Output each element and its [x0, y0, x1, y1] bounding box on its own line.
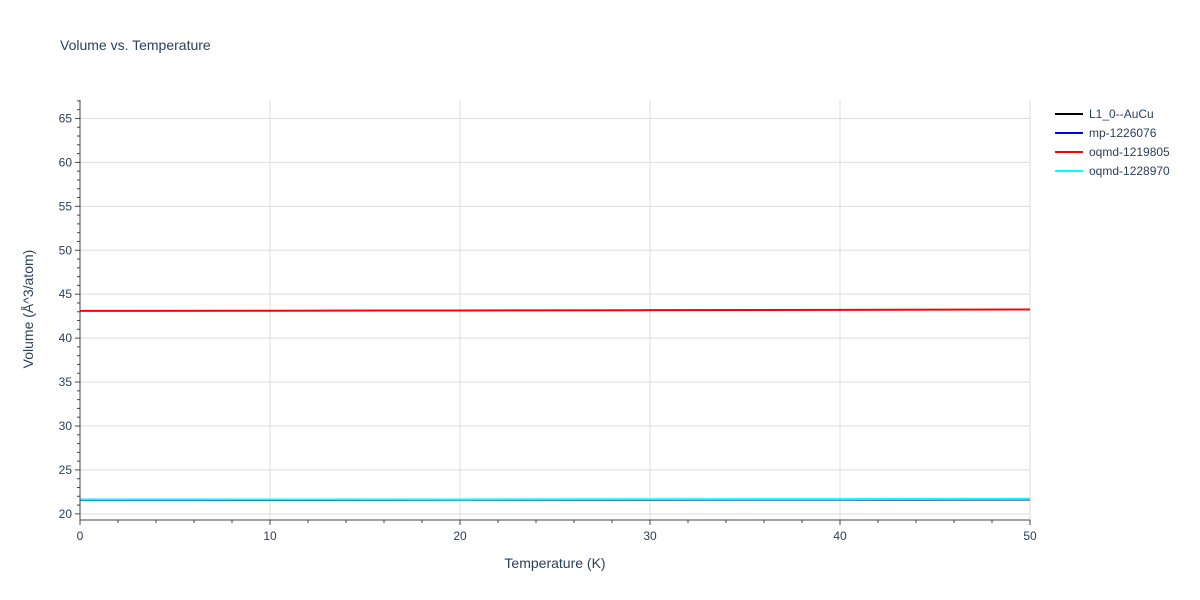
series-lines [79, 308, 1031, 501]
legend-label: mp-1226076 [1089, 126, 1157, 140]
x-tick-label: 10 [263, 529, 277, 543]
y-tick-label: 65 [59, 111, 73, 125]
axes: 20 25 30 35 40 45 50 55 60 65 0 10 20 30 40 50 [59, 100, 1037, 543]
legend-label: oqmd-1219805 [1089, 145, 1170, 159]
x-tick-label: 0 [77, 529, 84, 543]
y-tick-label: 40 [59, 331, 73, 345]
legend-label: oqmd-1228970 [1089, 164, 1170, 178]
y-tick-label: 50 [59, 243, 73, 257]
x-tick-label: 50 [1023, 529, 1037, 543]
legend-item[interactable]: oqmd-1228970 [1055, 164, 1170, 178]
chart-title: Volume vs. Temperature [60, 37, 211, 53]
y-tick-label: 20 [59, 507, 73, 521]
y-tick-label: 30 [59, 419, 73, 433]
x-tick-label: 40 [833, 529, 847, 543]
legend-item[interactable]: mp-1226076 [1055, 126, 1157, 140]
x-tick-label: 30 [643, 529, 657, 543]
legend-label: L1_0--AuCu [1089, 107, 1154, 121]
y-tick-label: 25 [59, 463, 73, 477]
legend-item[interactable]: L1_0--AuCu [1055, 107, 1154, 121]
x-tick-label: 20 [453, 529, 467, 543]
legend[interactable]: L1_0--AuCu mp-1226076 oqmd-1219805 oqmd-122… [1055, 107, 1170, 178]
y-tick-label: 35 [59, 375, 73, 389]
series-line-oqmd-1219805 [79, 308, 1031, 312]
series-line-oqmd-1228970 [79, 497, 1031, 501]
y-axis-title: Volume (Å^3/atom) [20, 250, 36, 369]
x-axis-title: Temperature (K) [504, 555, 605, 571]
y-tick-label: 45 [59, 287, 73, 301]
y-tick-label: 60 [59, 155, 73, 169]
legend-item[interactable]: oqmd-1219805 [1055, 145, 1170, 159]
y-tick-label: 55 [59, 199, 73, 213]
